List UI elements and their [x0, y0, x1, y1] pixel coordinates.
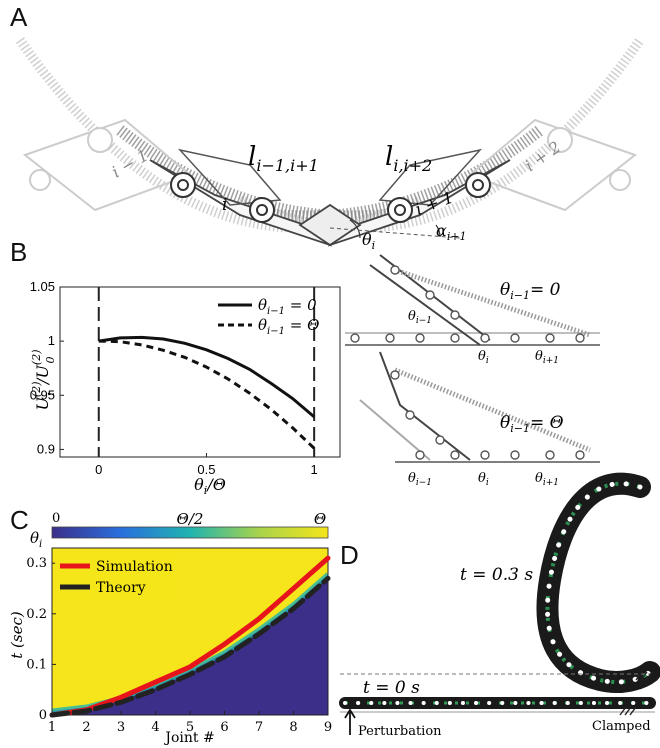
c-legend: Simulation Theory	[55, 555, 175, 600]
label-theta-i: θi	[362, 230, 375, 252]
label-link-i: i	[222, 195, 227, 215]
spring-right	[237, 37, 645, 233]
c-xtick-label: 4	[151, 720, 159, 735]
c-xtick-label: 6	[220, 720, 228, 735]
colorbar	[51, 526, 329, 539]
c-series-1	[49, 575, 331, 718]
colorbar-tick-max: Θ	[314, 510, 326, 528]
schematic-bottom	[359, 351, 600, 463]
c-xtick-label: 2	[82, 720, 90, 735]
panel-letter-c: C	[10, 505, 29, 535]
c-ytick-label: 0.1	[26, 657, 47, 672]
panel-letter-d: D	[340, 540, 359, 570]
panel-c-series	[49, 555, 331, 718]
c-ytick-label: 0.3	[26, 556, 47, 571]
c-xtick-label: 5	[186, 720, 194, 735]
schematic-top-theta-a: θi−1	[408, 309, 432, 326]
d-time-top: t = 0.3 s	[460, 565, 533, 585]
c-ytick-label: 0.2	[26, 607, 47, 622]
d-time-bottom: t = 0 s	[363, 678, 420, 698]
schematic-top-title: θi−1= 0	[500, 280, 561, 302]
schematic-bottom-theta-c: θi+1	[535, 471, 559, 488]
schematic-top-theta-b: θi	[478, 349, 489, 366]
label-l-right: li,i+2	[385, 142, 432, 175]
schematic-bottom-theta-a: θi−1	[408, 471, 432, 488]
c-legend-theory: Theory	[96, 580, 146, 596]
label-l-left: li−1,i+1	[248, 142, 319, 175]
c-xtick-label: 8	[289, 720, 297, 735]
panel-letter-b: B	[10, 237, 28, 267]
c-xtick-label: 9	[324, 720, 332, 735]
c-xtick-label: 1	[48, 720, 56, 735]
colorbar-label: θi	[30, 529, 42, 550]
panel-a-diagram: li−1,i+1 li,i+2 i − 1 i i + 1 i + 2 θi α…	[15, 37, 645, 252]
colorbar-tick-half: Θ/2	[177, 510, 204, 528]
c-legend-sim: Simulation	[96, 559, 173, 575]
c-xlabel: Joint #	[163, 730, 214, 746]
panel-c-ticks: 1 2 3 4 5 6 7 8 9 0 0.1 0.2 0.3	[26, 556, 332, 735]
d-clamped: Clamped	[592, 719, 651, 734]
label-alpha: αi+1	[436, 221, 467, 243]
colorbar-tick-0: 0	[52, 511, 60, 526]
c-xtick-label: 3	[117, 720, 125, 735]
schematic-bottom-theta-b: θi	[478, 471, 489, 488]
c-ytick-label: 0	[39, 708, 47, 723]
heatmap-blue-region	[52, 574, 328, 715]
schematic-top	[345, 254, 600, 346]
c-xtick-label: 7	[255, 720, 263, 735]
d-perturbation: Perturbation	[358, 724, 442, 739]
c-ylabel: t (sec)	[8, 611, 26, 659]
chain-curled	[536, 472, 660, 693]
schematic-top-theta-c: θi+1	[535, 349, 559, 366]
panel-letter-a: A	[10, 2, 28, 32]
schematic-bottom-title: θi−1= Θ	[500, 413, 564, 435]
